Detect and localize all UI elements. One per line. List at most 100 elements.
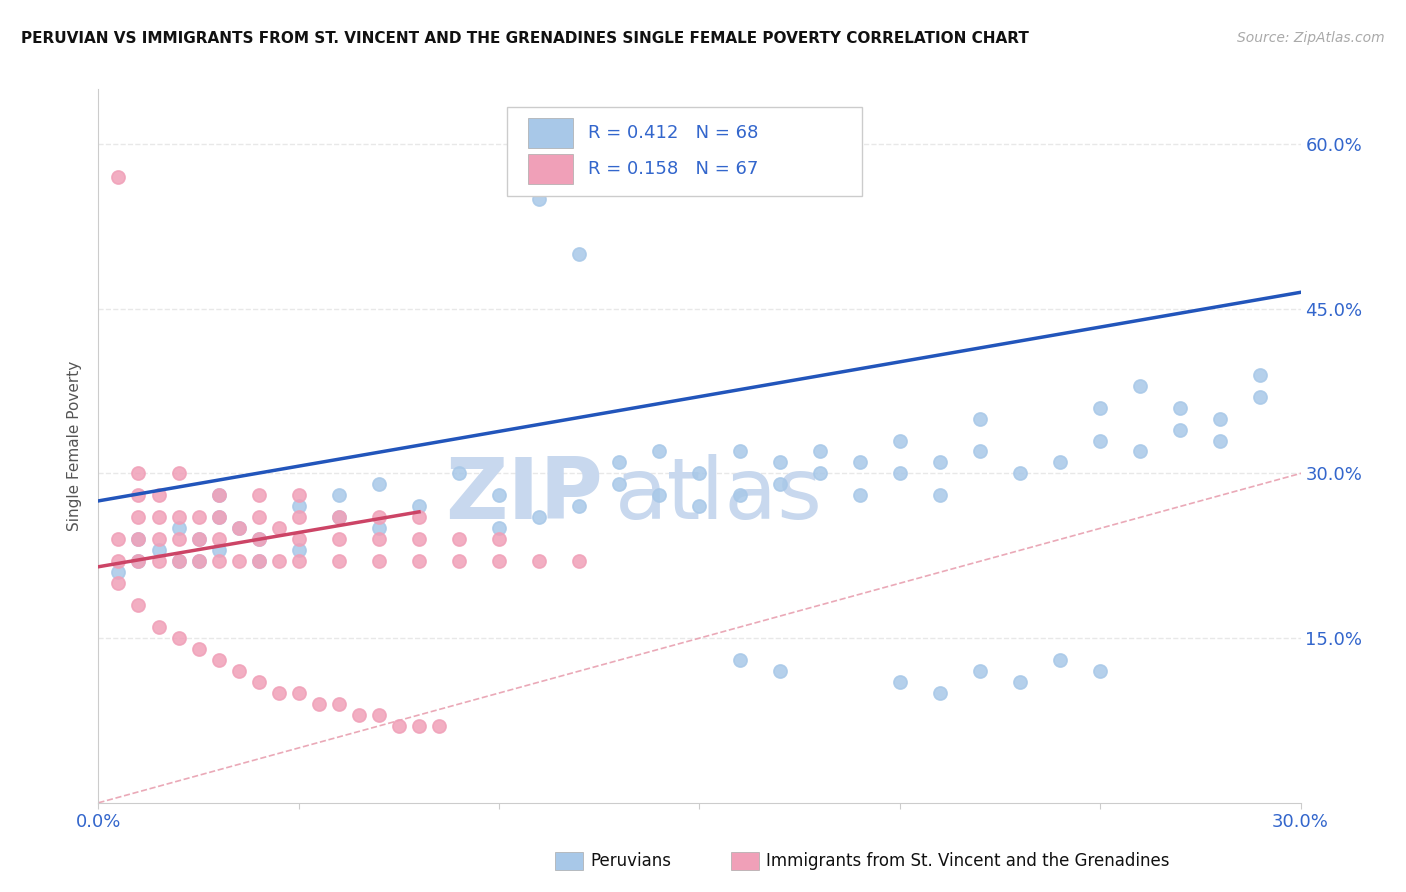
Point xyxy=(187,510,209,524)
FancyBboxPatch shape xyxy=(527,154,574,184)
Point xyxy=(769,477,792,491)
Point xyxy=(808,467,831,481)
Point xyxy=(408,554,430,568)
Point xyxy=(1010,675,1032,690)
Point xyxy=(648,444,671,458)
Point xyxy=(247,533,270,547)
Point xyxy=(128,510,150,524)
Point xyxy=(368,708,391,723)
Point xyxy=(408,510,430,524)
Point xyxy=(247,675,270,690)
Point xyxy=(128,598,150,612)
Point xyxy=(1049,455,1071,469)
Point xyxy=(288,500,311,514)
Point xyxy=(228,521,250,535)
Point xyxy=(208,488,231,502)
Point xyxy=(208,533,231,547)
Point xyxy=(1088,664,1111,678)
Point xyxy=(107,566,129,580)
Point xyxy=(1209,434,1232,448)
Point xyxy=(728,653,751,667)
Text: R = 0.158   N = 67: R = 0.158 N = 67 xyxy=(588,161,758,178)
FancyBboxPatch shape xyxy=(508,107,862,196)
Point xyxy=(328,510,350,524)
Point xyxy=(648,488,671,502)
Point xyxy=(288,686,311,700)
Point xyxy=(328,510,350,524)
Point xyxy=(228,664,250,678)
Point xyxy=(568,247,591,261)
Point xyxy=(447,467,470,481)
Point xyxy=(288,510,311,524)
Point xyxy=(969,664,991,678)
Point xyxy=(148,543,170,558)
Text: R = 0.412   N = 68: R = 0.412 N = 68 xyxy=(588,125,758,143)
Point xyxy=(929,686,952,700)
Point xyxy=(889,434,911,448)
Point xyxy=(447,533,470,547)
Point xyxy=(1010,467,1032,481)
Point xyxy=(288,554,311,568)
Point xyxy=(148,488,170,502)
Point xyxy=(728,488,751,502)
Point xyxy=(769,664,792,678)
Point xyxy=(969,411,991,425)
Point xyxy=(208,543,231,558)
Point xyxy=(488,521,510,535)
Point xyxy=(247,510,270,524)
Point xyxy=(368,477,391,491)
Text: ZIP: ZIP xyxy=(446,454,603,538)
Point xyxy=(488,533,510,547)
Point xyxy=(609,477,631,491)
Point xyxy=(929,455,952,469)
Point xyxy=(328,533,350,547)
Point xyxy=(1088,401,1111,415)
Point xyxy=(689,467,711,481)
Point xyxy=(187,533,209,547)
Point xyxy=(328,697,350,711)
Point xyxy=(167,554,190,568)
Point xyxy=(1250,368,1272,382)
Text: atlas: atlas xyxy=(616,454,824,538)
Point xyxy=(128,533,150,547)
Point xyxy=(247,554,270,568)
Point xyxy=(128,554,150,568)
Point xyxy=(568,554,591,568)
Point xyxy=(1170,423,1192,437)
Bar xyxy=(555,852,583,870)
Point xyxy=(208,510,231,524)
Point xyxy=(1129,378,1152,392)
Point xyxy=(187,642,209,657)
Point xyxy=(148,533,170,547)
Point xyxy=(167,467,190,481)
Y-axis label: Single Female Poverty: Single Female Poverty xyxy=(67,361,83,531)
Point xyxy=(167,533,190,547)
Point xyxy=(1250,390,1272,404)
Point xyxy=(288,488,311,502)
Point xyxy=(247,533,270,547)
Point xyxy=(1129,444,1152,458)
Point xyxy=(929,488,952,502)
Point xyxy=(1170,401,1192,415)
Point xyxy=(488,554,510,568)
Point xyxy=(889,467,911,481)
Point xyxy=(187,554,209,568)
Point xyxy=(187,533,209,547)
Point xyxy=(167,521,190,535)
Point xyxy=(128,488,150,502)
Point xyxy=(328,554,350,568)
Point xyxy=(408,719,430,733)
Point xyxy=(368,521,391,535)
Point xyxy=(368,510,391,524)
Point xyxy=(288,543,311,558)
Point xyxy=(148,510,170,524)
Point xyxy=(308,697,330,711)
Point xyxy=(488,488,510,502)
Point xyxy=(128,554,150,568)
Point xyxy=(609,455,631,469)
Point xyxy=(1209,411,1232,425)
Bar xyxy=(731,852,759,870)
Point xyxy=(267,521,290,535)
Point xyxy=(208,554,231,568)
Point xyxy=(728,444,751,458)
